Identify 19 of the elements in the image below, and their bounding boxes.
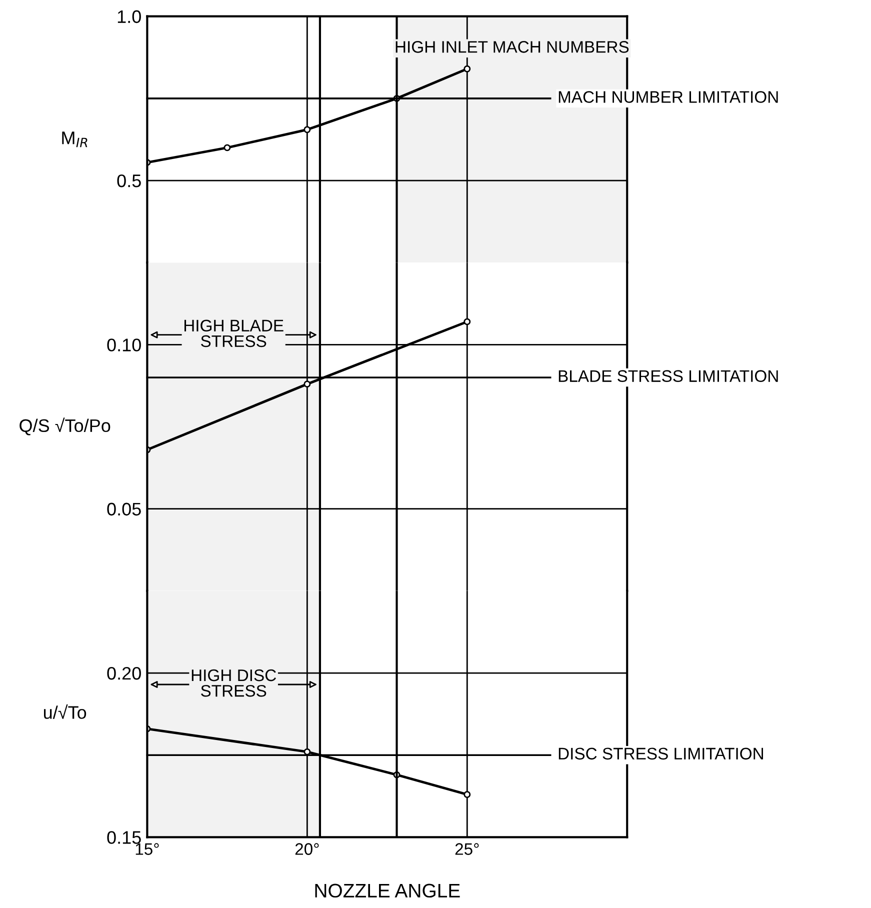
y-tick-label: 1.0 <box>118 10 141 24</box>
x-axis-title: NOZZLE ANGLE <box>315 884 460 898</box>
x-tick-label: 25° <box>455 843 479 855</box>
y-tick-label: 0.5 <box>117 174 141 188</box>
x-tick-label: 20° <box>295 843 319 855</box>
y-axis-title: M$_{IR}$ <box>62 132 88 148</box>
band-label: HIGH BLADE STRESS <box>184 320 284 348</box>
ref-line-label: DISC STRESS LIMITATION <box>558 748 763 760</box>
band-label: HIGH DISC STRESS <box>192 669 276 697</box>
x-tick-label: 15° <box>136 843 159 855</box>
y-axis-title: u/√To <box>44 704 86 719</box>
y-tick-label: 0.15 <box>107 831 141 844</box>
ref-line-label: MACH NUMBER LIMITATION <box>558 91 778 103</box>
band-label: HIGH INLET MACH NUMBERS <box>396 41 629 53</box>
y-tick-label: 0.05 <box>107 502 141 516</box>
y-tick-label: 0.10 <box>107 338 141 352</box>
y-axis-title: Q/S √To/Po <box>20 418 110 436</box>
y-tick-label: 0.20 <box>107 666 141 680</box>
ref-line-label: BLADE STRESS LIMITATION <box>558 370 778 382</box>
